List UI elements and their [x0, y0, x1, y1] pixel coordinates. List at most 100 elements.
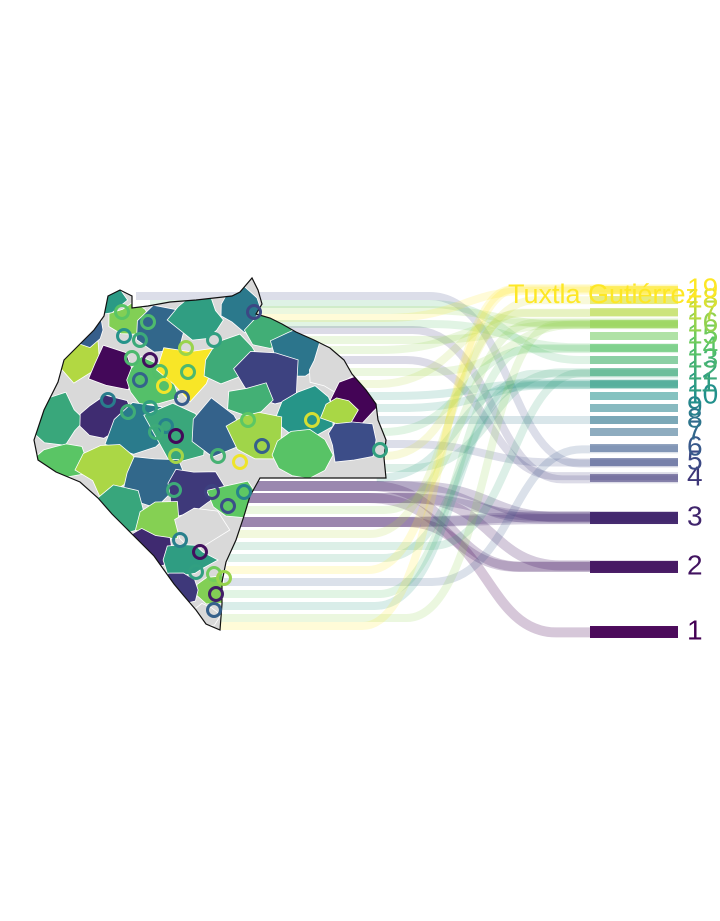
flow-line — [246, 493, 678, 572]
rank-bar — [590, 356, 678, 364]
municipality-marker — [168, 448, 184, 464]
flow-line — [320, 379, 678, 400]
rank-bar — [590, 320, 678, 328]
municipality-markers — [100, 304, 388, 618]
rank-label-19: 19 — [687, 272, 718, 303]
municipality-marker — [174, 390, 190, 406]
flow-line — [246, 493, 678, 522]
flow-line — [370, 440, 678, 467]
rank-bar — [590, 444, 678, 452]
flow-line — [250, 481, 678, 523]
municipality-marker — [120, 404, 136, 420]
rank-label-7: 7 — [687, 414, 703, 445]
municipality-marker — [216, 570, 232, 586]
municipality-marker — [232, 454, 248, 470]
rank-label-1: 1 — [687, 614, 703, 645]
flow-line — [270, 318, 678, 354]
municipality-marker — [210, 448, 226, 464]
flow-line — [246, 493, 678, 571]
municipality-marker — [254, 438, 270, 454]
flow-line — [310, 309, 678, 388]
municipality-marker — [168, 428, 184, 444]
rank-label-17: 17 — [687, 294, 718, 325]
rank-bar — [590, 474, 678, 482]
flow-line — [150, 300, 678, 364]
municipality-region — [156, 347, 217, 403]
municipality-region — [162, 544, 219, 576]
rank-bar — [590, 404, 678, 412]
municipality-marker — [116, 328, 132, 344]
municipality-marker — [148, 424, 164, 440]
top-annotation: Tuxtla Gutiérrez — [508, 279, 699, 309]
municipality-marker — [178, 340, 194, 356]
rank-bar — [590, 416, 678, 424]
rank-bar — [590, 428, 678, 436]
municipality-marker — [100, 392, 116, 408]
rank-bar — [590, 512, 678, 524]
municipality-marker — [188, 564, 204, 580]
rank-label-13: 13 — [687, 342, 718, 373]
flow-line — [290, 356, 678, 481]
flow-line — [230, 368, 678, 550]
municipality-region — [174, 507, 231, 553]
flow-line — [166, 306, 678, 330]
rank-bar — [590, 561, 678, 573]
flow-line — [222, 344, 678, 598]
rank-label-16: 16 — [687, 306, 718, 337]
municipality-marker — [124, 350, 140, 366]
flow-line — [228, 369, 678, 562]
rank-bar — [590, 344, 678, 352]
flow-line — [206, 320, 678, 352]
municipality-marker — [304, 412, 320, 428]
municipality-marker — [192, 544, 208, 560]
rank-label-8: 8 — [687, 402, 703, 433]
rank-label-5: 5 — [687, 444, 703, 475]
rank-label-3: 3 — [687, 500, 703, 531]
rank-bar — [590, 332, 678, 340]
municipality-marker — [180, 364, 196, 380]
municipality-marker — [140, 314, 156, 330]
municipality-marker — [236, 484, 252, 500]
municipality-marker — [206, 602, 222, 618]
municipality-region — [328, 419, 377, 463]
flow-line — [220, 320, 678, 622]
flow-line — [230, 326, 678, 484]
flow-line — [238, 517, 678, 638]
flow-line — [384, 368, 678, 472]
flow-line — [330, 381, 678, 412]
rank-label-6: 6 — [687, 430, 703, 461]
rank-label-2: 2 — [687, 549, 703, 580]
rank-label-12: 12 — [687, 354, 718, 385]
flow-line — [356, 345, 678, 436]
municipality-marker — [240, 412, 256, 428]
municipality-marker — [142, 400, 158, 416]
municipality-marker — [156, 378, 172, 394]
municipality-region — [167, 468, 228, 519]
rank-label-14: 14 — [687, 330, 718, 361]
flow-line — [186, 286, 678, 322]
municipality-marker — [246, 304, 262, 320]
flow-line — [226, 284, 678, 574]
rank-label-9: 9 — [687, 390, 703, 421]
municipality-marker — [208, 586, 224, 602]
flow-line — [250, 319, 678, 344]
flow-line — [380, 296, 678, 460]
municipality-region — [227, 382, 274, 417]
flow-line — [218, 285, 678, 630]
rank-bar — [590, 626, 678, 638]
flow-line — [234, 308, 678, 538]
municipality-region — [319, 397, 359, 425]
municipality-region — [271, 428, 334, 480]
rank-label-15: 15 — [687, 318, 718, 349]
flow-line — [238, 514, 678, 527]
municipality-marker — [172, 532, 188, 548]
rank-label-10: 10 — [687, 378, 718, 409]
municipality-marker — [142, 352, 158, 368]
flow-line — [222, 381, 678, 610]
rank-bar — [590, 368, 678, 376]
rank-bar — [590, 458, 678, 466]
municipality-region — [191, 397, 243, 458]
municipality-marker — [152, 364, 168, 380]
